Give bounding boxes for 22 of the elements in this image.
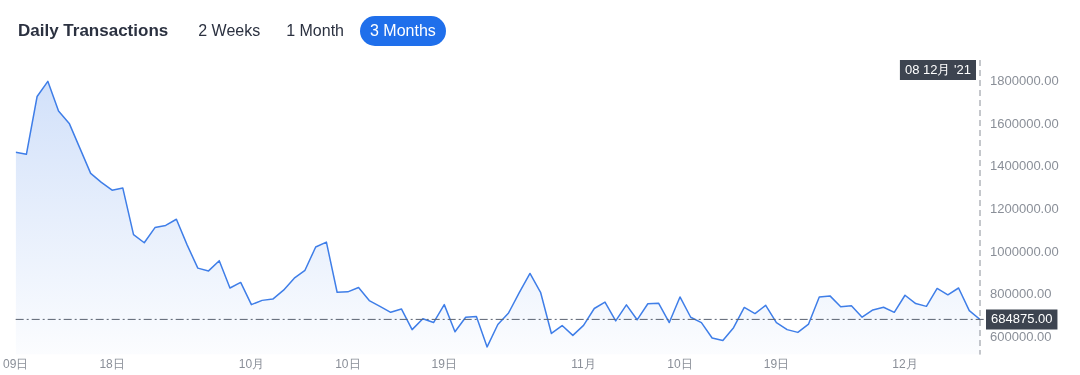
y-tick-label: 1400000.00 bbox=[990, 158, 1059, 174]
y-tick-label: 1800000.00 bbox=[990, 72, 1059, 88]
y-tick-label: 800000.00 bbox=[990, 286, 1052, 302]
y-tick-label: 1200000.00 bbox=[990, 201, 1059, 217]
y-tick-label: 1000000.00 bbox=[990, 243, 1059, 259]
text: 3 Months bbox=[360, 16, 446, 46]
x-tick-label: 11月 bbox=[571, 357, 596, 372]
y-tick-label: 1600000.00 bbox=[990, 115, 1059, 131]
x-tick-label: 10月 bbox=[238, 357, 265, 372]
y-tick-label: 600000.00 bbox=[990, 329, 1052, 345]
x-tick-label: 19日 bbox=[763, 357, 790, 372]
text: 2 Weeks bbox=[197, 21, 262, 41]
x-tick-label: 10日 bbox=[667, 357, 693, 372]
ref-line-label: 08 12月 '21 bbox=[904, 61, 972, 77]
x-tick-label: 09日 bbox=[2, 357, 29, 372]
chart-title: Daily Transactions bbox=[18, 21, 169, 41]
x-tick-label: 18日 bbox=[99, 357, 125, 372]
x-tick-label: 19日 bbox=[431, 357, 457, 372]
text: 1 Month bbox=[285, 21, 345, 41]
ref-line-label: 684875.00 bbox=[991, 310, 1053, 326]
x-tick-label: 12月 bbox=[892, 357, 918, 372]
x-tick-label: 10日 bbox=[335, 357, 361, 372]
